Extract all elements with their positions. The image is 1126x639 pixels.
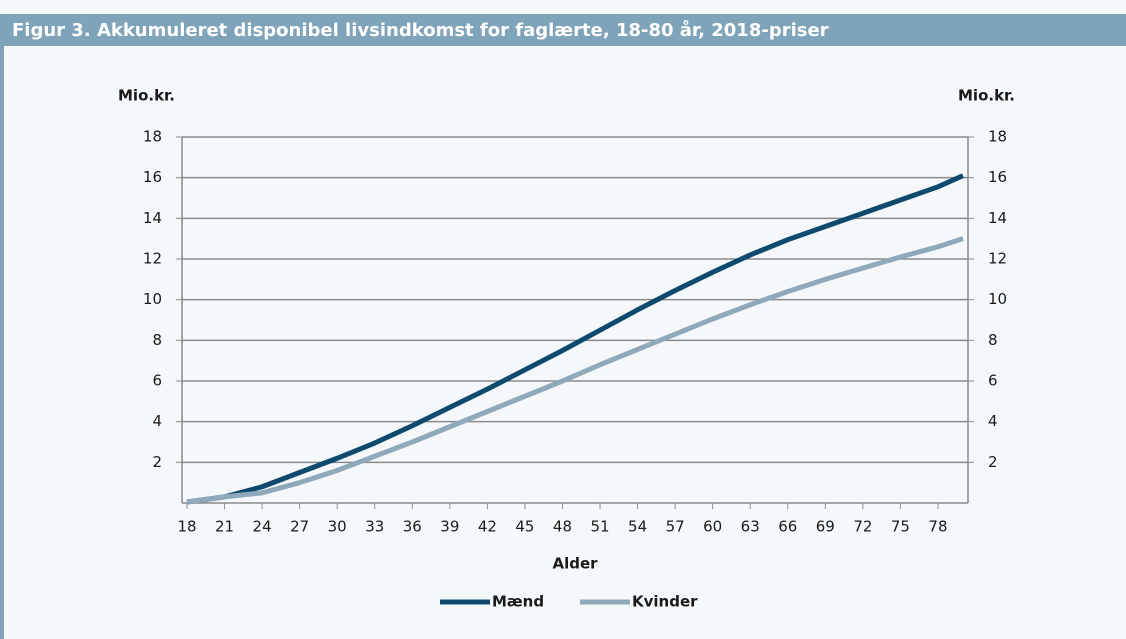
x-tick-label: 39 (440, 518, 459, 536)
x-tick-label: 21 (215, 518, 234, 536)
title-bar (0, 14, 1126, 46)
y2-axis-label: Mio.kr. (958, 87, 1015, 105)
x-tick-label: 45 (515, 518, 534, 536)
line-series (186, 173, 965, 505)
x-tick-label: 36 (403, 518, 422, 536)
x-tick-label: 33 (365, 518, 384, 536)
y-tick-label: 12 (143, 250, 162, 268)
legend-label: Mænd (492, 593, 544, 611)
x-tick-label: 27 (290, 518, 309, 536)
y2-tick-label: 8 (988, 331, 998, 349)
y-tick-label: 2 (152, 453, 162, 471)
x-tick-label: 57 (666, 518, 685, 536)
y2-tick-label: 4 (988, 412, 998, 430)
x-tick-label: 42 (478, 518, 497, 536)
x-tick-label: 66 (778, 518, 797, 536)
x-tick-label: 72 (853, 518, 872, 536)
legend-label: Kvinder (632, 593, 698, 611)
x-tick-label: 51 (590, 518, 609, 536)
chart-title: Figur 3. Akkumuleret disponibel livsindk… (12, 19, 829, 41)
y2-tick-label: 16 (988, 168, 1007, 186)
y2-tick-label: 12 (988, 250, 1007, 268)
y2-tick-label: 14 (988, 209, 1007, 227)
y-tick-label: 8 (152, 331, 162, 349)
x-axis-label: Alder (552, 555, 598, 573)
y-tick-label: 4 (152, 412, 162, 430)
x-tick-label: 60 (703, 518, 722, 536)
x-tick-label: 69 (816, 518, 835, 536)
x-tick-label: 75 (891, 518, 910, 536)
x-tick-label: 63 (741, 518, 760, 536)
y-tick-label: 16 (143, 168, 162, 186)
line-series (186, 236, 964, 505)
y2-tick-label: 2 (988, 453, 998, 471)
y-axis-label: Mio.kr. (118, 87, 175, 105)
y-tick-label: 18 (143, 128, 162, 146)
x-tick-label: 54 (628, 518, 647, 536)
x-tick-label: 24 (253, 518, 272, 536)
x-tick-label: 48 (553, 518, 572, 536)
y-tick-label: 10 (143, 290, 162, 308)
left-border (0, 46, 4, 639)
y-tick-label: 14 (143, 209, 162, 227)
y-tick-label: 6 (152, 372, 162, 390)
y2-tick-label: 18 (988, 128, 1007, 146)
x-tick-label: 78 (928, 518, 947, 536)
x-tick-label: 30 (328, 518, 347, 536)
x-tick-label: 18 (177, 518, 196, 536)
y2-tick-label: 6 (988, 372, 998, 390)
y2-tick-label: 10 (988, 290, 1007, 308)
